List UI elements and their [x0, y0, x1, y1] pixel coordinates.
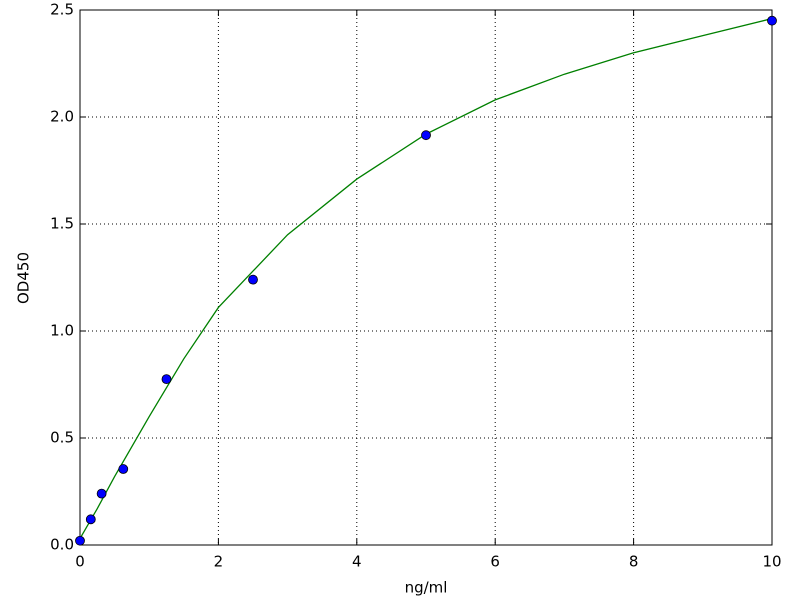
- data-point: [75, 535, 85, 546]
- data-point: [767, 15, 777, 26]
- data-point: [421, 130, 431, 141]
- y-tick-label: 2.5: [50, 1, 74, 19]
- y-axis-label: OD450: [15, 252, 33, 304]
- y-tick-label: 0.5: [50, 429, 74, 447]
- y-tick-label: 1.0: [50, 322, 74, 340]
- x-tick-label: 0: [75, 553, 85, 571]
- x-tick-label: 4: [352, 553, 362, 571]
- x-tick-label: 8: [629, 553, 639, 571]
- data-point: [161, 374, 172, 385]
- x-axis-label: ng/ml: [405, 579, 448, 597]
- x-tick-label: 10: [762, 553, 781, 571]
- data-point: [96, 488, 107, 499]
- x-tick-label: 6: [490, 553, 500, 571]
- data-point: [118, 464, 129, 474]
- y-tick-label: 2.0: [50, 108, 74, 126]
- y-tick-label: 0.0: [50, 536, 74, 554]
- x-tick-label: 2: [214, 553, 224, 571]
- data-point: [85, 514, 96, 525]
- fit-curve: [79, 17, 773, 539]
- plot-frame: [79, 9, 773, 546]
- y-tick-label: 1.5: [50, 215, 74, 233]
- data-point: [248, 274, 258, 285]
